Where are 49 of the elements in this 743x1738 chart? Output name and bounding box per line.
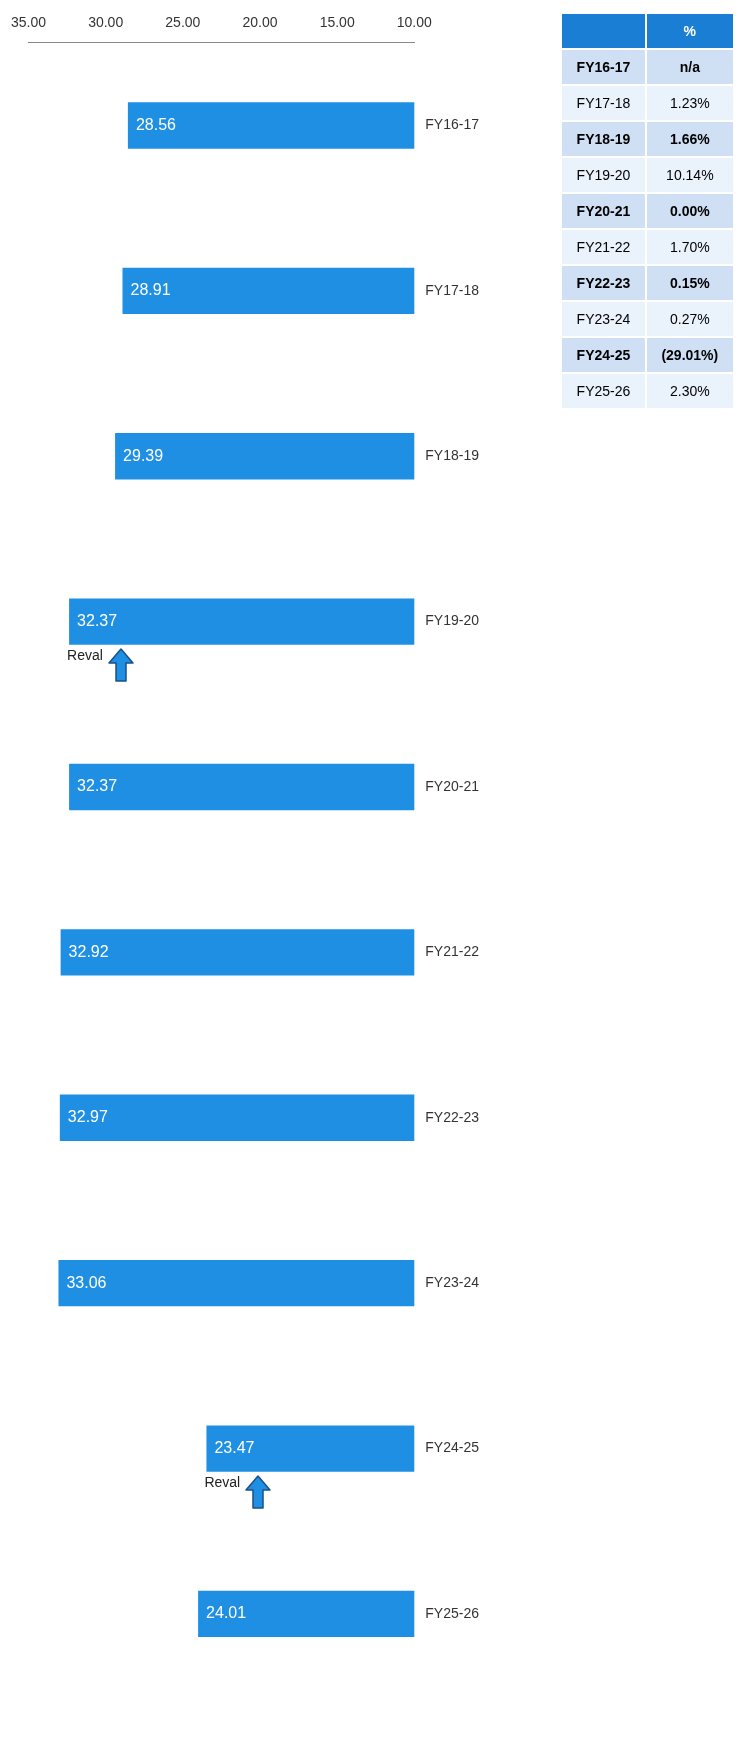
category-label: FY21-22 (561, 229, 646, 265)
category-label: FY16-17 (561, 49, 646, 85)
text: % (645, 13, 734, 49)
y-tick-label: FY16-17 (425, 116, 480, 133)
x-tick-label: 35.00 (10, 14, 47, 31)
x-tick-label: 25.00 (165, 14, 201, 31)
data-label: 1.66% (645, 121, 734, 157)
y-tick-label: FY23-24 (425, 1274, 480, 1291)
data-label: 28.56 (135, 115, 177, 133)
data-label: 32.97 (67, 1108, 108, 1126)
category-label: FY25-26 (561, 373, 646, 409)
data-label: 23.47 (214, 1438, 255, 1456)
y-tick-label: FY24-25 (425, 1439, 480, 1456)
data-label: 28.91 (130, 281, 171, 299)
y-tick-label: FY17-18 (425, 281, 480, 298)
y-tick-label: FY22-23 (425, 1108, 480, 1125)
data-label: 1.23% (645, 85, 734, 121)
category-label: FY20-21 (561, 193, 646, 229)
data-label: (29.01%) (645, 337, 734, 373)
category-label: FY18-19 (561, 121, 646, 157)
data-label: 2.30% (645, 373, 734, 409)
annotation: Reval (67, 646, 103, 663)
x-tick-label: 30.00 (88, 14, 124, 31)
x-tick-label: 20.00 (242, 14, 278, 31)
annotation: Reval (204, 1473, 241, 1490)
category-label: FY23-24 (561, 301, 646, 337)
data-label: 32.37 (77, 612, 118, 630)
data-label: n/a (645, 49, 734, 85)
data-label: 24.01 (206, 1604, 247, 1622)
y-tick-label: FY20-21 (425, 777, 480, 794)
x-tick-label: 10.00 (396, 14, 433, 31)
y-tick-label: FY25-26 (425, 1604, 480, 1621)
data-label: 1.70% (645, 229, 734, 265)
data-label: 10.14% (645, 157, 734, 193)
y-tick-label: FY18-19 (425, 447, 480, 464)
data-label: 0.15% (645, 265, 734, 301)
data-label: 32.92 (68, 942, 109, 960)
y-tick-label: FY19-20 (425, 612, 480, 629)
category-label: FY22-23 (561, 265, 646, 301)
data-label: 32.37 (77, 777, 118, 795)
x-tick-label: 15.00 (319, 14, 355, 31)
y-tick-label: FY21-22 (425, 943, 480, 960)
category-label: FY19-20 (561, 157, 646, 193)
data-label: 0.00% (645, 193, 734, 229)
category-label: FY24-25 (561, 337, 646, 373)
data-label: 33.06 (66, 1273, 107, 1291)
data-label: 0.27% (645, 301, 734, 337)
data-label: 29.39 (123, 446, 164, 464)
category-label: FY17-18 (561, 85, 646, 121)
